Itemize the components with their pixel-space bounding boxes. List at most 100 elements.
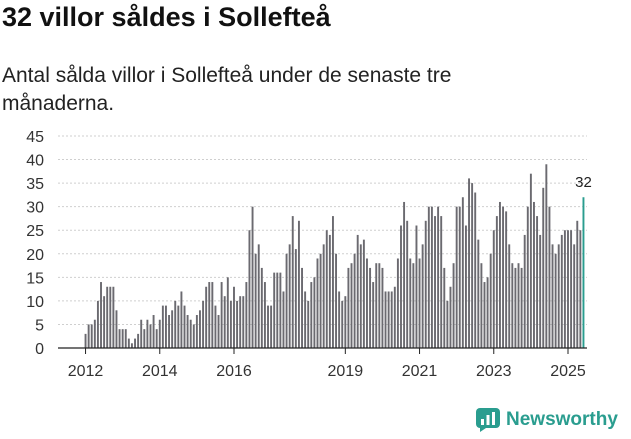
bar [526,206,529,348]
bar [505,211,508,348]
bar [332,216,334,348]
bar [464,225,467,348]
bar [186,315,189,348]
bar [421,244,424,348]
bar [208,282,211,348]
bar [369,267,372,348]
bar [517,263,520,348]
bar [245,282,248,348]
bar [121,329,124,348]
y-tick-label: 45 [26,129,44,146]
bar [229,300,232,348]
y-tick-label: 35 [26,176,44,193]
bar [511,263,514,348]
bar [495,216,498,348]
bar [477,239,480,348]
bar [396,258,399,348]
bar [152,315,155,348]
bar [474,192,477,348]
bar [279,272,282,348]
bar [440,216,443,348]
bar [533,201,535,348]
bar [146,319,149,348]
bar [406,220,409,348]
y-tick-label: 25 [26,223,44,240]
bar [328,234,331,348]
bar [353,253,356,348]
latest-value-label: 32 [575,174,592,191]
bar [502,206,505,348]
y-tick-label: 0 [35,341,44,358]
bar [106,286,109,348]
bar [573,244,576,348]
bar [443,267,446,348]
bar [239,296,242,348]
bar [189,319,192,348]
bar [409,258,412,348]
bar [307,300,310,348]
bar [446,300,449,348]
y-tick-label: 20 [26,247,44,264]
bar [458,206,461,348]
bar [415,225,418,348]
x-axis: 2012 2014 2016 2019 2021 2023 2025 [58,347,587,380]
bar [118,329,121,348]
bar [211,282,214,348]
bar [294,249,297,348]
bar [134,338,136,348]
bar [560,234,563,348]
bar [127,338,130,348]
bar [378,263,381,348]
bar [316,258,319,348]
bar [248,230,251,348]
bar [387,291,390,348]
bar [214,305,217,348]
bar [137,333,140,348]
bar [251,206,254,348]
grid-lines [58,135,587,325]
bar [236,300,239,348]
bar [551,244,554,348]
bar [499,201,501,348]
bar [542,187,545,348]
bar [192,324,195,348]
bar [171,310,174,348]
bar [168,315,171,348]
bar [217,315,220,348]
bar [174,300,177,348]
bar [285,253,288,348]
bar [199,310,201,348]
x-tick-label: 2023 [476,363,512,380]
bar [523,234,526,348]
bar [124,329,127,348]
bar [570,230,573,348]
bar [288,244,291,348]
x-tick-label: 2019 [328,363,364,380]
bar [480,263,483,348]
bar [319,253,322,348]
bar [554,253,557,348]
data-labels: 32 [575,174,592,191]
bar [254,253,257,348]
bar [461,197,464,348]
bar [344,296,347,348]
x-tick-label: 2021 [402,363,438,380]
bar [84,333,87,348]
bar [576,220,579,348]
bar [390,291,393,348]
bar [233,286,235,348]
bar [375,263,378,348]
bar [313,277,316,348]
bar [180,291,183,348]
bar [177,305,180,348]
bar [100,282,102,348]
bar [452,263,455,348]
bar [412,263,415,348]
bar [362,239,365,348]
bar [430,206,433,348]
bar [291,216,294,348]
bar [158,319,161,348]
bar [338,291,341,348]
bar [325,230,328,348]
bar [130,343,133,348]
